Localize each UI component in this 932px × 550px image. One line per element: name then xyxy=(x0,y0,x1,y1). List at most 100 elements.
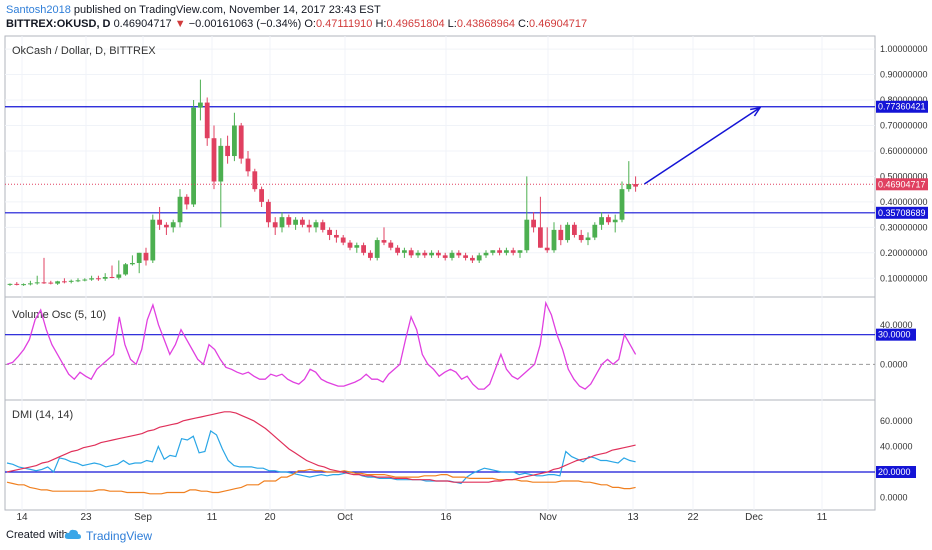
candle-body[interactable] xyxy=(68,280,74,282)
candle-body[interactable] xyxy=(109,276,115,278)
candle-body[interactable] xyxy=(293,219,298,225)
candle-body[interactable] xyxy=(619,189,625,220)
candle-body[interactable] xyxy=(177,196,183,223)
candle-body[interactable] xyxy=(157,219,162,225)
candle-body[interactable] xyxy=(572,224,577,235)
candle-body[interactable] xyxy=(75,280,81,282)
candle-body[interactable] xyxy=(388,242,394,248)
candle-body[interactable] xyxy=(286,217,292,225)
candle-body[interactable] xyxy=(225,145,230,157)
candle-body[interactable] xyxy=(606,217,611,223)
candle-body[interactable] xyxy=(143,252,149,261)
candle-body[interactable] xyxy=(259,189,264,202)
adx-line[interactable] xyxy=(6,411,636,483)
price-axis[interactable]: 0.10000000 0.20000000 0.30000000 0.40000000… xyxy=(876,44,928,503)
candle-body[interactable] xyxy=(558,229,564,241)
candle-body[interactable] xyxy=(232,125,237,157)
dmi-pane[interactable]: DMI (14, 14) xyxy=(5,409,875,495)
author-link[interactable]: Santosh2018 xyxy=(6,4,71,16)
dmi-minus-line[interactable] xyxy=(6,468,636,495)
candle-body[interactable] xyxy=(483,252,489,256)
candle-body[interactable] xyxy=(490,250,496,253)
candle-body[interactable] xyxy=(436,252,441,256)
candle-body[interactable] xyxy=(626,184,632,190)
volume-osc-pane[interactable]: Volume Osc (5, 10) xyxy=(5,300,875,390)
tradingview-logo-text[interactable]: TradingView xyxy=(86,529,153,543)
candle-body[interactable] xyxy=(96,278,101,280)
candle-body[interactable] xyxy=(184,196,190,205)
candle-body[interactable] xyxy=(313,222,319,228)
candle-body[interactable] xyxy=(198,102,203,108)
candle-body[interactable] xyxy=(266,201,271,223)
candle-body[interactable] xyxy=(585,237,591,241)
candle-body[interactable] xyxy=(374,240,380,258)
candle-body[interactable] xyxy=(415,252,421,256)
candle-body[interactable] xyxy=(320,222,326,230)
candle-body[interactable] xyxy=(272,222,278,228)
candle-body[interactable] xyxy=(347,242,353,248)
candle-body[interactable] xyxy=(429,252,434,256)
candle-body[interactable] xyxy=(381,240,387,243)
candle-body[interactable] xyxy=(504,250,509,253)
candle-body[interactable] xyxy=(470,257,475,261)
candle-body[interactable] xyxy=(449,252,455,258)
candle-body[interactable] xyxy=(136,252,142,263)
candle-body[interactable] xyxy=(21,284,26,286)
candle-body[interactable] xyxy=(14,283,20,285)
volume-osc-line[interactable] xyxy=(6,300,637,390)
candle-body[interactable] xyxy=(306,224,312,228)
candle-body[interactable] xyxy=(463,255,468,258)
candle-body[interactable] xyxy=(510,250,516,253)
candle-body[interactable] xyxy=(55,281,60,284)
trend-arrow-line[interactable] xyxy=(643,107,761,185)
candle-body[interactable] xyxy=(238,125,244,159)
candle-body[interactable] xyxy=(102,276,108,279)
candle-body[interactable] xyxy=(361,245,366,253)
chart-area[interactable]: OkCash / Dollar, D, BITTREX Volume Osc (… xyxy=(0,34,932,523)
candle-body[interactable] xyxy=(7,283,13,285)
candle-body[interactable] xyxy=(211,138,217,182)
candle-body[interactable] xyxy=(456,252,462,256)
candle-body[interactable] xyxy=(565,224,570,241)
candle-body[interactable] xyxy=(218,145,224,182)
candle-body[interactable] xyxy=(204,102,210,139)
candle-body[interactable] xyxy=(442,255,448,258)
candle-body[interactable] xyxy=(300,219,305,225)
candle-body[interactable] xyxy=(82,279,88,281)
candle-body[interactable] xyxy=(354,245,360,248)
candle-body[interactable] xyxy=(245,158,251,172)
candle-body[interactable] xyxy=(408,250,414,256)
candle-body[interactable] xyxy=(476,255,482,261)
candle-body[interactable] xyxy=(252,171,258,190)
time-axis[interactable]: 14 23 Sep 11 20 Oct 16 Nov 13 22 Dec 11 xyxy=(16,512,827,523)
candle-body[interactable] xyxy=(48,282,54,284)
candle-body[interactable] xyxy=(497,250,502,253)
candle-body[interactable] xyxy=(551,229,557,251)
price-pane[interactable]: OkCash / Dollar, D, BITTREX xyxy=(5,45,875,286)
candle-body[interactable] xyxy=(279,217,285,228)
candle-body[interactable] xyxy=(34,282,40,284)
candle-body[interactable] xyxy=(130,262,135,265)
candle-body[interactable] xyxy=(123,264,128,275)
candle-body[interactable] xyxy=(116,274,122,278)
candle-body[interactable] xyxy=(422,252,428,256)
candle-body[interactable] xyxy=(327,229,332,235)
candle-body[interactable] xyxy=(164,224,169,228)
candle-body[interactable] xyxy=(191,107,196,205)
candle-body[interactable] xyxy=(544,247,550,251)
candle-body[interactable] xyxy=(531,219,536,228)
candle-body[interactable] xyxy=(517,250,523,253)
candle-body[interactable] xyxy=(170,222,176,228)
candle-body[interactable] xyxy=(28,283,33,285)
dmi-plus-line[interactable] xyxy=(6,430,636,485)
candle-body[interactable] xyxy=(368,252,373,258)
candle-body[interactable] xyxy=(89,278,94,280)
candle-body[interactable] xyxy=(633,184,638,187)
candle-body[interactable] xyxy=(334,234,339,238)
candle-body[interactable] xyxy=(340,237,346,243)
candle-body[interactable] xyxy=(599,217,604,225)
candle-body[interactable] xyxy=(612,219,618,223)
candle-body[interactable] xyxy=(150,219,156,261)
candle-body[interactable] xyxy=(41,282,47,284)
candle-body[interactable] xyxy=(524,219,530,251)
